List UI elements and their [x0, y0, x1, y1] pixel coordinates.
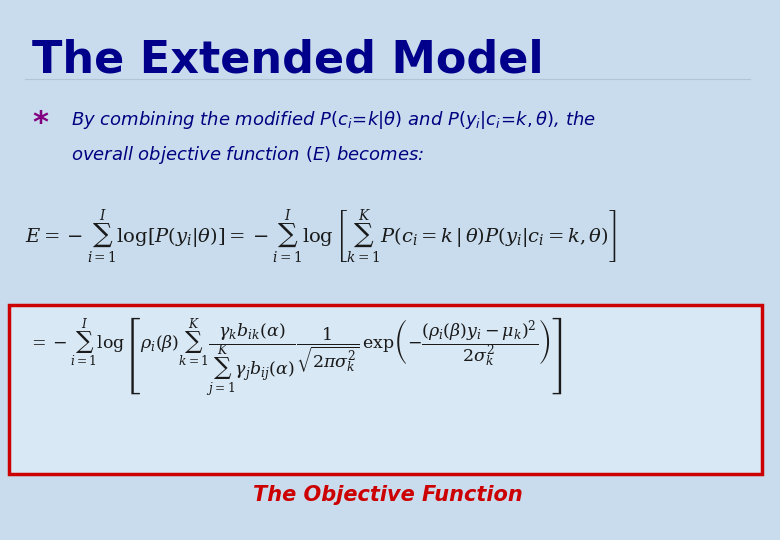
Text: $E = -\sum_{i=1}^{I} \log[P(y_i|\theta)] = -\sum_{i=1}^{I} \log\left[\sum_{k=1}^: $E = -\sum_{i=1}^{I} \log[P(y_i|\theta)]… [24, 208, 616, 266]
Text: *: * [32, 109, 48, 138]
Text: The Extended Model: The Extended Model [32, 39, 544, 82]
Text: By combining the modified $P(c_i\!=\!k|\theta)$ and $P(y_i|c_i\!=\!k,\theta)$, t: By combining the modified $P(c_i\!=\!k|\… [71, 109, 596, 131]
Text: The Objective Function: The Objective Function [253, 485, 523, 505]
Text: overall objective function $(E)$ becomes:: overall objective function $(E)$ becomes… [71, 144, 424, 166]
FancyBboxPatch shape [9, 305, 762, 474]
Text: $= -\sum_{i=1}^{I} \log\!\left[\rho_i(\beta)\sum_{k=1}^{K}\dfrac{\gamma_k b_{ik}: $= -\sum_{i=1}^{I} \log\!\left[\rho_i(\b… [28, 316, 563, 398]
